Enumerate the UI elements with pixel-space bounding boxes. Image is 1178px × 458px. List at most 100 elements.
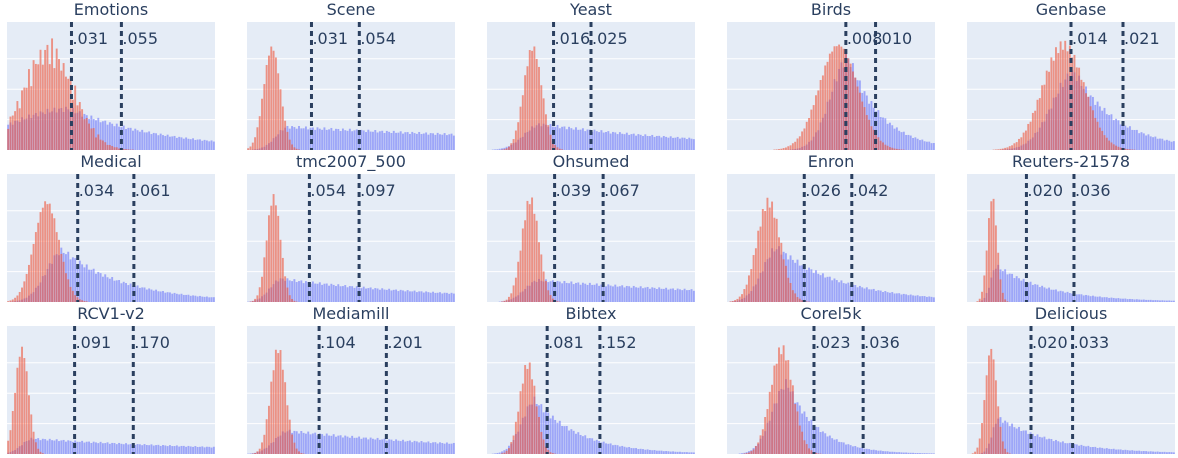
histogram-bar-blue — [208, 447, 210, 454]
histogram-bar-red — [1006, 452, 1008, 454]
histogram-bar-red — [543, 271, 545, 302]
histogram-bar-red — [26, 371, 28, 454]
histogram-bar-blue — [409, 291, 411, 302]
histogram-bar-red — [65, 77, 67, 150]
histogram-bar-blue — [561, 426, 563, 454]
histogram-bar-blue — [1083, 446, 1085, 454]
histogram-bar-blue — [688, 452, 690, 454]
panel-title: Mediamill — [247, 304, 455, 324]
histogram-bar-red — [252, 301, 254, 302]
panel-title: Enron — [727, 152, 935, 172]
histogram-bar-blue — [183, 446, 185, 454]
threshold-label: .026 — [805, 181, 841, 200]
histogram-bar-blue — [340, 286, 342, 302]
histogram-bar-blue — [1124, 126, 1126, 150]
histogram-bar-blue — [176, 138, 178, 150]
histogram-bar-blue — [344, 436, 346, 454]
histogram-bar-blue — [647, 136, 649, 150]
histogram-bar-blue — [1134, 451, 1136, 454]
threshold-label: .042 — [853, 181, 889, 200]
histogram-bar-red — [49, 204, 51, 302]
histogram-bar-blue — [88, 270, 90, 302]
histogram-bar-red — [74, 86, 76, 150]
histogram-plot: .020.033 — [967, 326, 1175, 454]
histogram-bar-blue — [1020, 281, 1022, 302]
histogram-bar-blue — [1078, 294, 1080, 302]
histogram-bar-blue — [550, 418, 552, 454]
histogram-bar-blue — [898, 452, 900, 454]
histogram-plot: .020.036 — [967, 174, 1175, 302]
histogram-plot: .031.054 — [247, 22, 455, 150]
histogram-bar-blue — [97, 443, 99, 454]
histogram-bar-blue — [374, 288, 376, 302]
histogram-bar-red — [1009, 146, 1011, 150]
histogram-bar-blue — [677, 137, 679, 150]
histogram-bar-red — [736, 299, 738, 302]
histogram-bar-blue — [1166, 452, 1168, 454]
histogram-bar-blue — [1099, 296, 1101, 302]
histogram-bar-blue — [434, 442, 436, 454]
histogram-plot: .031.055 — [7, 22, 215, 150]
histogram-bar-blue — [1138, 133, 1140, 150]
histogram-bar-red — [880, 141, 882, 150]
histogram-bar-blue — [584, 435, 586, 454]
panel-title: Ohsumed — [487, 152, 695, 172]
histogram-bar-blue — [843, 442, 845, 454]
histogram-bar-blue — [402, 290, 404, 302]
histogram-bar-blue — [575, 283, 577, 302]
histogram-bar-blue — [319, 282, 321, 302]
histogram-bar-blue — [148, 131, 150, 150]
histogram-bar-red — [1101, 131, 1103, 150]
histogram-bar-red — [1011, 145, 1013, 150]
histogram-bar-blue — [185, 295, 187, 302]
histogram-bar-blue — [374, 130, 376, 150]
histogram-bar-blue — [192, 295, 194, 302]
histogram-bar-blue — [208, 297, 210, 302]
histogram-bar-blue — [213, 297, 215, 302]
histogram-bar-blue — [407, 290, 409, 302]
histogram-bar-red — [894, 149, 896, 150]
histogram-bar-blue — [681, 290, 683, 302]
histogram-bar-blue — [446, 135, 448, 150]
histogram-bar-blue — [630, 134, 632, 150]
histogram-bar-blue — [917, 295, 919, 302]
histogram-bar-blue — [100, 442, 102, 454]
histogram-bar-red — [778, 149, 780, 150]
histogram-bar-blue — [130, 444, 132, 454]
histogram-bar-red — [524, 365, 526, 454]
histogram-bar-red — [63, 262, 65, 302]
histogram-bar-blue — [1104, 297, 1106, 302]
histogram-bar-blue — [300, 128, 302, 150]
histogram-bar-blue — [610, 443, 612, 454]
histogram-bar-blue — [894, 129, 896, 150]
histogram-bar-blue — [1006, 422, 1008, 454]
histogram-bar-blue — [575, 434, 577, 454]
histogram-bar-blue — [928, 142, 930, 150]
histogram-bar-blue — [933, 453, 935, 454]
histogram-bar-red — [118, 149, 120, 150]
histogram-bar-blue — [167, 292, 169, 302]
histogram-bar-red — [762, 209, 764, 302]
histogram-bar-red — [42, 208, 44, 302]
histogram-bar-red — [510, 143, 512, 150]
histogram-bar-blue — [176, 445, 178, 454]
histogram-bar-blue — [741, 453, 743, 454]
histogram-bar-red — [81, 109, 83, 150]
histogram-bar-blue — [684, 289, 686, 302]
histogram-bar-blue — [591, 285, 593, 302]
histogram-bar-blue — [1092, 447, 1094, 454]
histogram-bar-blue — [866, 287, 868, 302]
histogram-bar-red — [732, 301, 734, 302]
histogram-bar-blue — [178, 447, 180, 454]
histogram-bar-red — [298, 149, 300, 150]
histogram-bar-red — [1034, 111, 1036, 150]
panel-title: Emotions — [7, 0, 215, 20]
histogram-bar-blue — [563, 126, 565, 150]
histogram-bar-red — [755, 248, 757, 302]
histogram-plot: .034.061 — [7, 174, 215, 302]
histogram-bar-red — [976, 301, 978, 302]
histogram-bar-blue — [577, 282, 579, 302]
histogram-bar-red — [266, 240, 268, 302]
histogram-bar-blue — [926, 297, 928, 302]
histogram-bar-blue — [658, 136, 660, 150]
